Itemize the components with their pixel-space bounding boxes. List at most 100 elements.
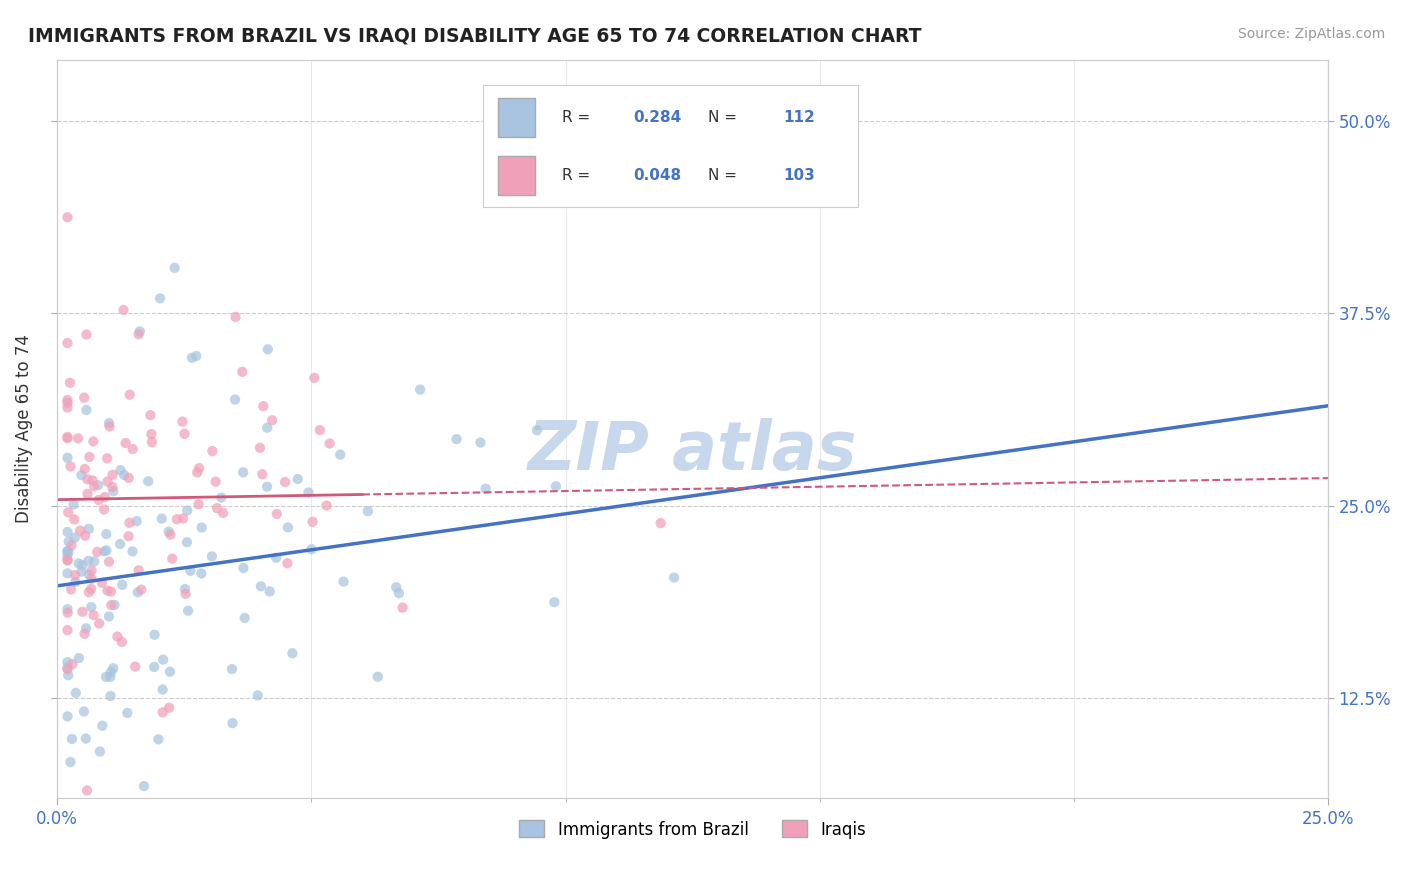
Point [264,550,287,565]
Point [143,660,166,674]
Point [174,582,197,596]
Point [166,512,188,526]
Point [231,365,253,379]
Point [56,623,79,637]
Point [297,485,319,500]
Point [60,732,83,747]
Point [315,499,337,513]
Point [73,627,96,641]
Point [56,709,79,723]
Point [96,527,118,541]
Point [56,662,79,676]
Point [125,514,148,528]
Point [73,462,96,476]
Point [385,580,408,594]
Point [75,731,97,746]
Point [56,401,79,415]
Point [98,670,121,684]
Point [446,432,468,446]
Point [77,585,100,599]
Point [67,557,90,571]
Point [149,291,172,305]
Point [233,611,256,625]
Point [76,783,98,797]
Point [94,670,117,684]
Point [72,558,94,573]
Point [259,584,281,599]
Point [80,582,103,596]
Legend: Immigrants from Brazil, Iraqis: Immigrants from Brazil, Iraqis [513,814,873,846]
Point [250,579,273,593]
Point [118,516,141,530]
Point [56,602,79,616]
Point [96,543,118,558]
Point [58,505,80,519]
Point [152,706,174,720]
Point [103,661,125,675]
Text: ZIP atlas: ZIP atlas [527,418,858,484]
Point [94,490,117,504]
Point [332,574,354,589]
Point [277,520,299,534]
Point [131,582,153,597]
Point [209,491,232,505]
Point [281,646,304,660]
Point [56,392,79,407]
Point [83,479,105,493]
Point [141,427,163,442]
Point [86,545,108,559]
Point [172,415,194,429]
Point [70,565,93,579]
Point [96,583,118,598]
Point [179,564,201,578]
Point [56,450,79,465]
Point [56,524,79,539]
Point [257,343,280,357]
Point [186,466,208,480]
Point [187,497,209,511]
Point [56,549,79,563]
Point [650,516,672,530]
Point [56,655,79,669]
Point [174,587,197,601]
Point [318,436,340,450]
Point [276,556,298,570]
Point [98,416,121,430]
Point [69,524,91,538]
Point [249,441,271,455]
Point [357,504,380,518]
Point [110,463,132,477]
Y-axis label: Disability Age 65 to 74: Disability Age 65 to 74 [15,334,32,524]
Point [128,325,150,339]
Point [225,310,247,324]
Point [232,465,254,479]
Point [56,566,79,581]
Point [221,716,243,731]
Point [75,403,97,417]
Point [188,461,211,475]
Point [409,383,432,397]
Point [63,531,86,545]
Point [159,527,181,541]
Point [96,475,118,489]
Point [128,327,150,342]
Point [173,426,195,441]
Point [63,568,86,582]
Point [63,512,86,526]
Point [181,351,204,365]
Point [212,506,235,520]
Point [301,542,323,557]
Point [108,537,131,551]
Point [70,468,93,483]
Point [124,659,146,673]
Point [79,450,101,464]
Point [127,585,149,599]
Point [76,327,98,342]
Point [73,705,96,719]
Point [117,529,139,543]
Point [157,700,180,714]
Point [177,604,200,618]
Point [56,553,79,567]
Point [136,475,159,489]
Point [56,396,79,410]
